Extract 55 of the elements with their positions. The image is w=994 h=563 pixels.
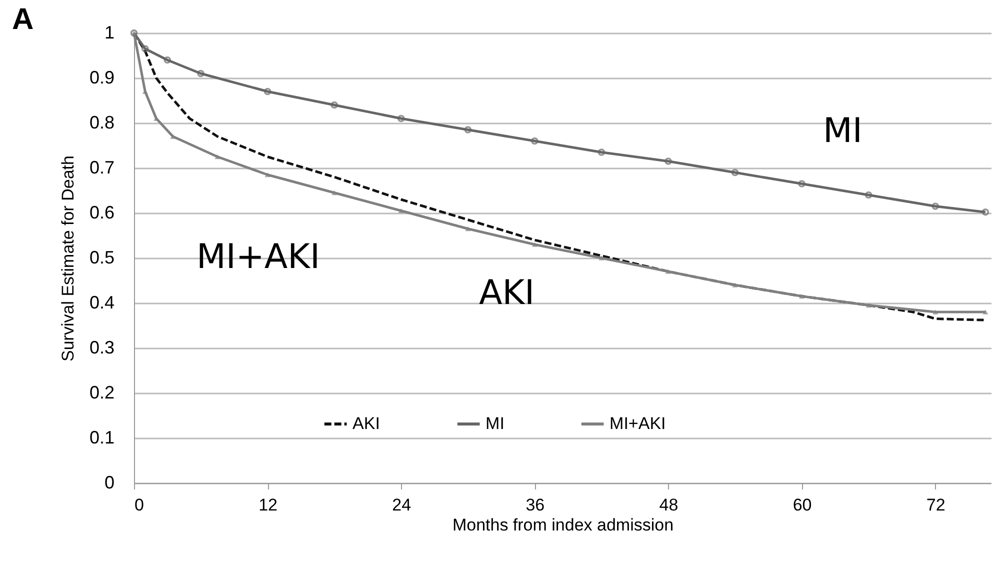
point: [932, 202, 939, 210]
x-axis-title: Months from index admission: [452, 516, 674, 534]
point: [866, 302, 872, 308]
point: [531, 137, 538, 145]
y-tick-label: 0.2: [89, 382, 114, 402]
point: [598, 148, 606, 156]
point: [864, 191, 872, 199]
legend-label: MI+AKI: [610, 414, 666, 433]
point: [197, 70, 204, 78]
point: [799, 294, 805, 299]
point: [264, 172, 270, 178]
point: [214, 154, 220, 160]
annotation: MI: [823, 111, 862, 151]
y-tick-label: 0.8: [89, 112, 114, 132]
point: [164, 56, 172, 64]
x-tick-label: 12: [258, 496, 278, 514]
point: [664, 158, 672, 165]
y-tick-label: 0.4: [89, 292, 114, 312]
y-tick-label: 0.5: [89, 248, 114, 268]
y-tick-label: 0.6: [89, 202, 114, 222]
x-tick-label: 0: [134, 496, 144, 514]
text: A: [12, 3, 34, 36]
point: [598, 256, 604, 260]
point: [465, 226, 471, 232]
point: [464, 126, 472, 134]
y-tick-label: 0.1: [89, 428, 114, 448]
y-tick-label: 1: [104, 22, 114, 42]
y-tick-label: 0.3: [89, 338, 114, 358]
point: [264, 88, 272, 96]
legend-label: AKI: [352, 414, 380, 433]
y-tick-label: 0: [104, 472, 114, 492]
point: [141, 45, 149, 52]
point: [332, 190, 338, 196]
point: [330, 101, 338, 109]
x-tick-label: 24: [392, 496, 412, 514]
x-tick-label: 36: [526, 496, 545, 514]
point: [732, 282, 738, 288]
y-axis-title: Survival Estimate for Death: [58, 156, 78, 362]
legend-label: MI: [486, 414, 504, 433]
x-tick-label: 60: [792, 496, 812, 514]
y-tick-label: 0.9: [89, 68, 114, 88]
point: [665, 269, 671, 274]
point: [170, 134, 176, 139]
x-tick-label: 72: [926, 496, 946, 514]
point: [798, 180, 806, 188]
annotation: AKI: [479, 273, 535, 313]
point: [731, 168, 739, 176]
annotation: MI+AKI: [196, 237, 320, 277]
y-tick-label: 0.7: [89, 158, 114, 178]
point: [398, 208, 404, 214]
x-tick-label: 48: [659, 496, 678, 514]
point: [982, 310, 988, 314]
point: [532, 242, 538, 247]
point: [932, 310, 938, 314]
point: [397, 114, 405, 122]
